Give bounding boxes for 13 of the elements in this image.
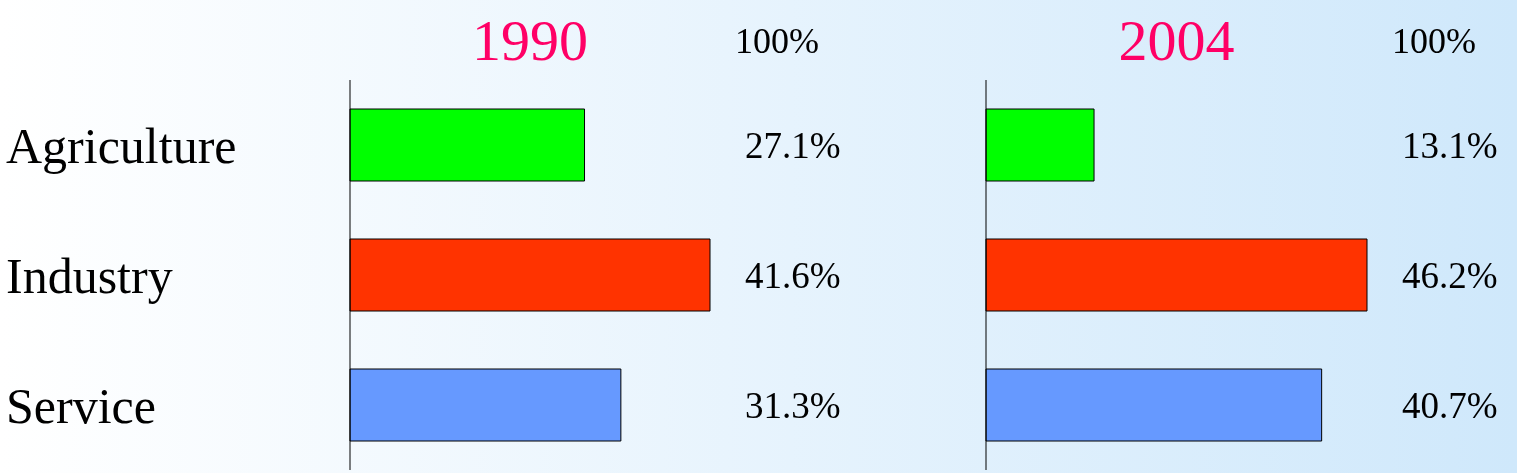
data-label: 13.1% xyxy=(1402,124,1498,166)
y-tick-label: Service xyxy=(6,377,156,434)
text: 100% xyxy=(735,20,819,62)
data-label: 40.7% xyxy=(1402,384,1498,426)
data-label: 46.2% xyxy=(1402,254,1498,296)
y-tick-label: Agriculture xyxy=(6,117,237,174)
chart-title: 1990 xyxy=(471,6,589,75)
data-label: 41.6% xyxy=(745,254,841,296)
chart-title: 2004 xyxy=(1117,6,1236,75)
text: 100% xyxy=(1392,20,1476,62)
y-tick-label: Industry xyxy=(6,247,173,304)
data-label: 31.3% xyxy=(745,384,841,426)
data-label: 27.1% xyxy=(745,124,841,166)
